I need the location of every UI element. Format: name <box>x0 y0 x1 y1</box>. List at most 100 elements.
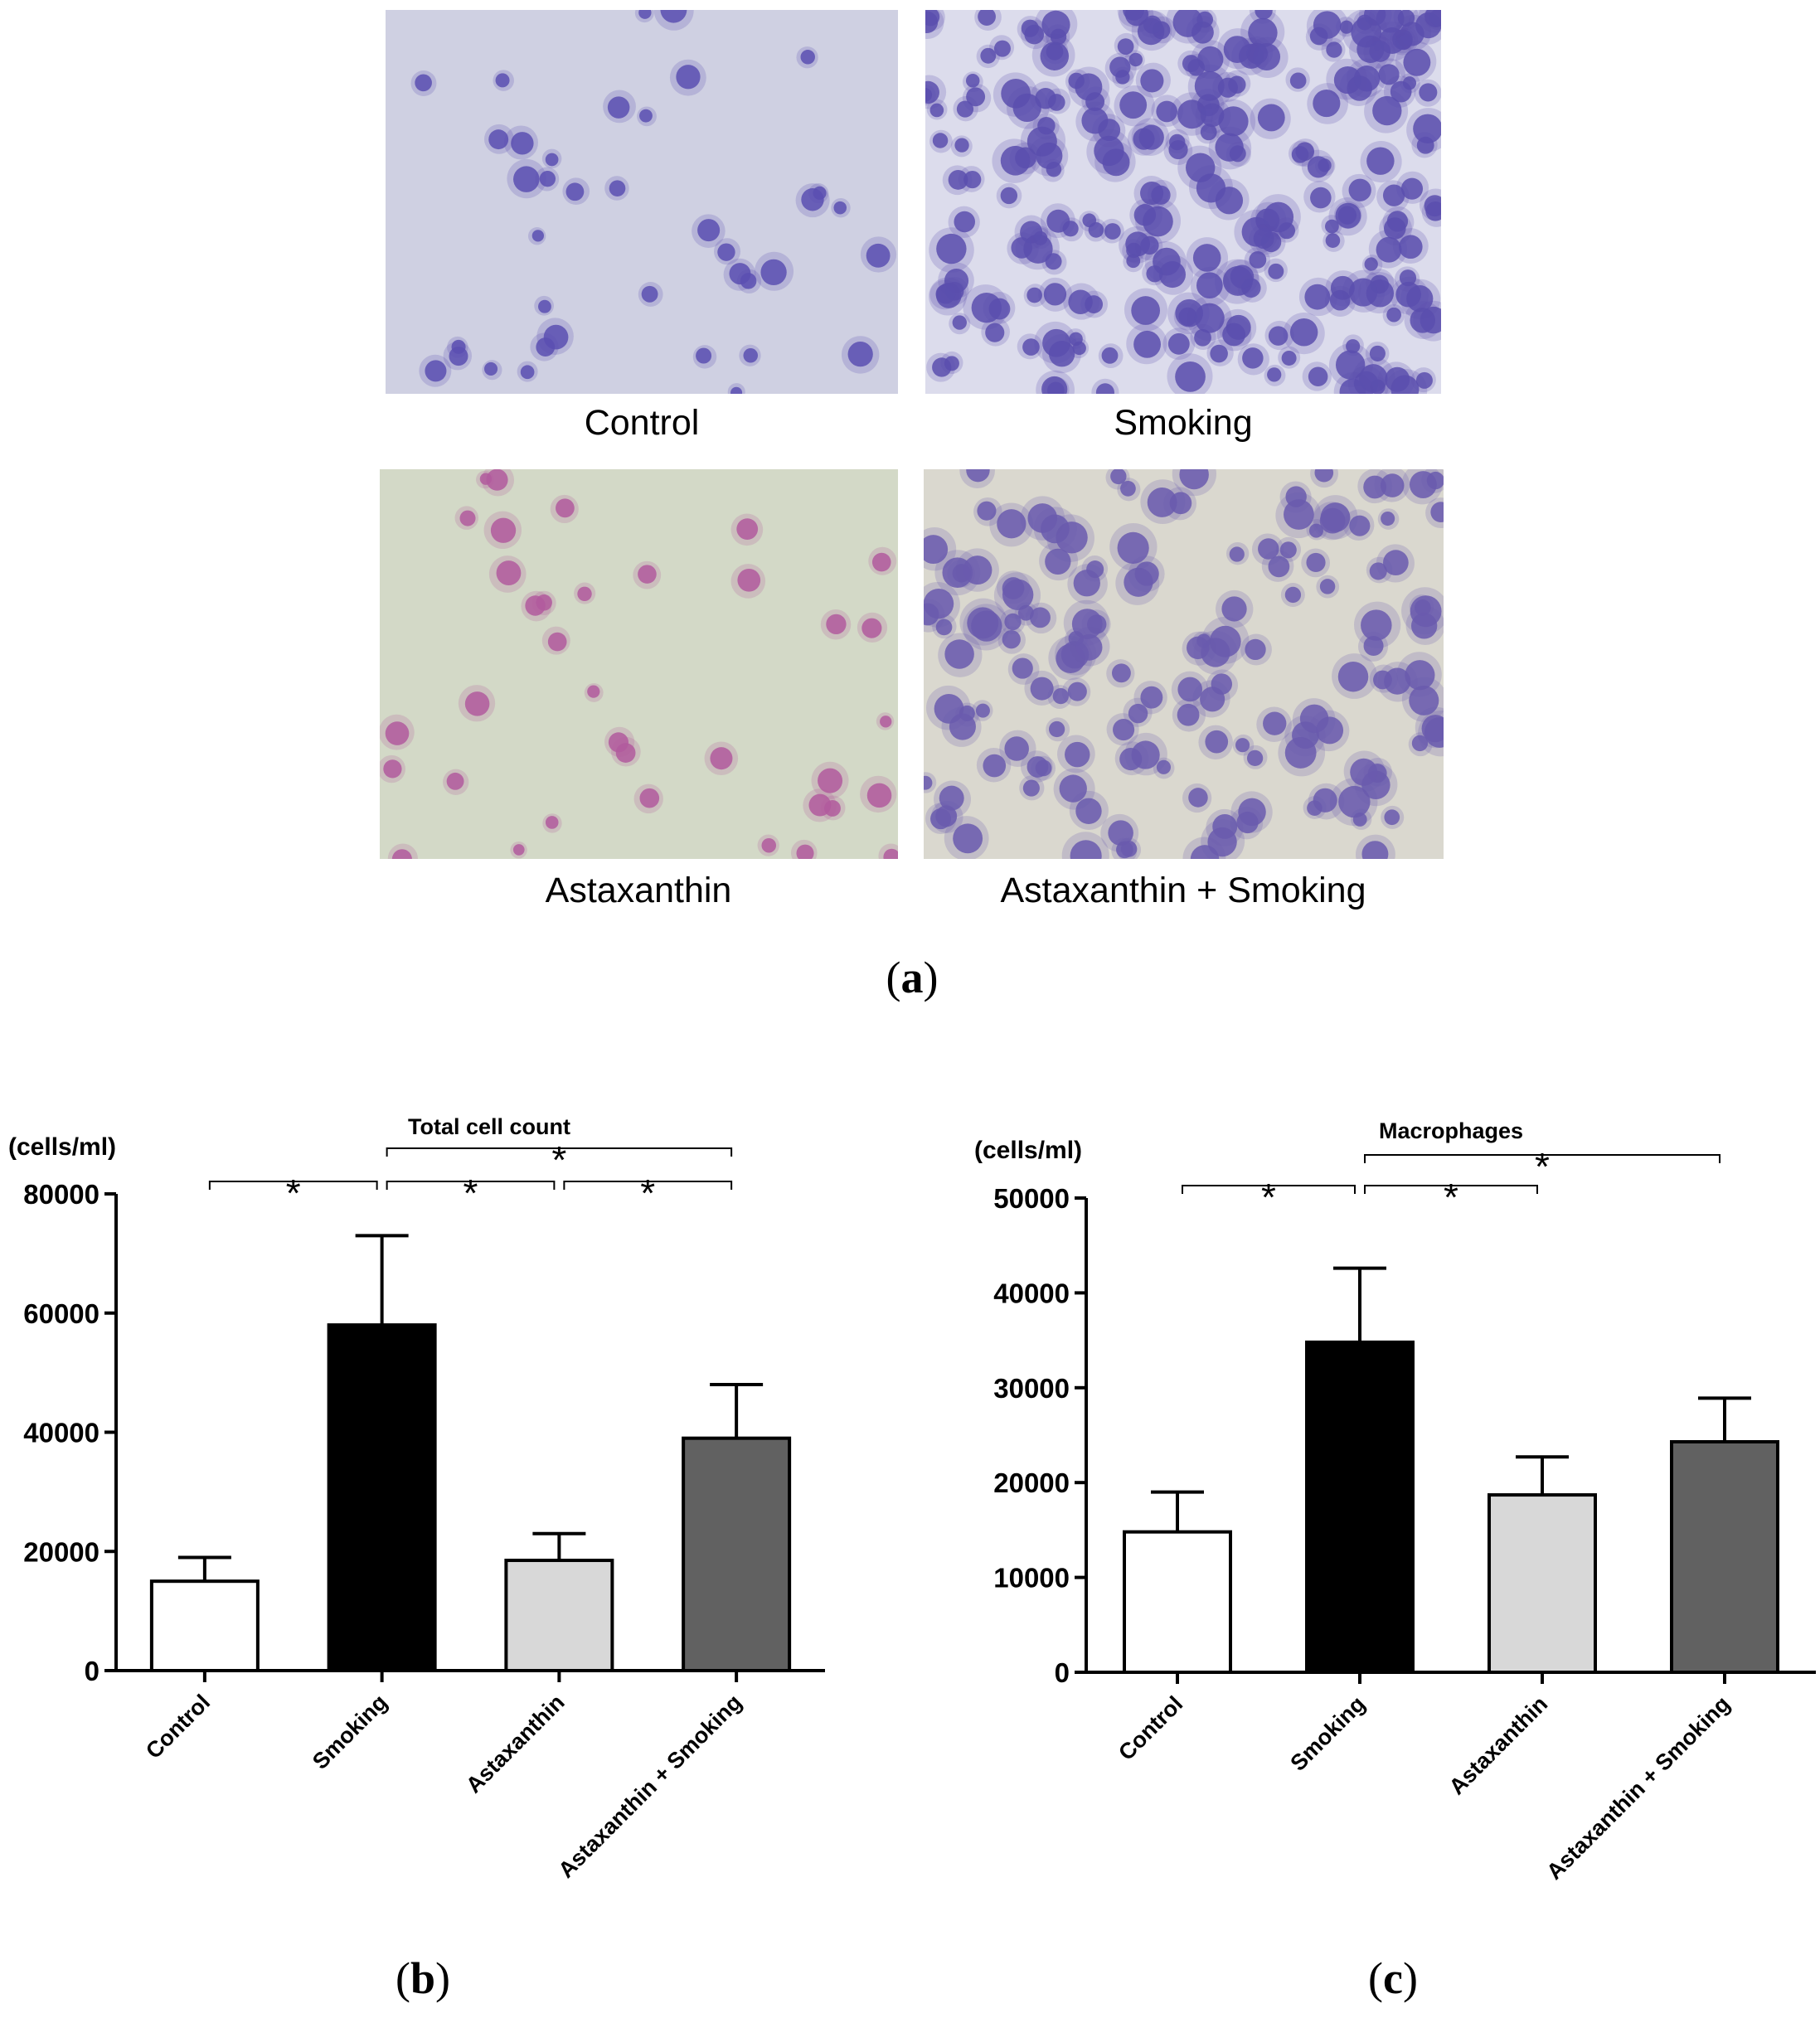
y-tick-label: 0 <box>85 1656 99 1686</box>
stained-cell <box>796 46 818 69</box>
stained-cell <box>860 775 897 813</box>
stained-cell <box>1043 376 1070 394</box>
stained-cell <box>604 726 635 757</box>
stained-cell <box>1028 136 1069 177</box>
stained-cell <box>1192 680 1230 718</box>
significance-bracket <box>386 1147 733 1157</box>
stained-cell <box>714 238 741 265</box>
stained-cell <box>1353 10 1377 35</box>
significance-star: * <box>1535 1145 1550 1188</box>
stained-cell <box>926 99 948 120</box>
stained-cell <box>929 227 974 273</box>
stained-cell <box>857 612 888 643</box>
stained-cell <box>1365 342 1390 366</box>
stained-cell <box>959 598 1007 646</box>
stained-cell <box>1414 79 1441 107</box>
stained-cell <box>692 345 717 369</box>
stained-cell <box>841 336 880 374</box>
stained-cell <box>521 590 552 622</box>
stained-cell <box>1275 536 1302 562</box>
stained-cell <box>1278 346 1301 369</box>
category-label: Astaxanthin + Smoking <box>1541 1691 1735 1885</box>
stained-cell <box>1140 479 1186 525</box>
stained-cell <box>1192 10 1217 33</box>
stained-cell <box>1376 180 1410 213</box>
stained-cell <box>1075 101 1116 142</box>
stained-cell <box>940 351 963 374</box>
stained-cell <box>1147 179 1177 209</box>
stained-cell <box>584 683 604 702</box>
stained-cell <box>1182 631 1216 666</box>
stained-cell <box>1165 129 1190 153</box>
stained-cell <box>1216 589 1254 628</box>
stained-cell <box>938 633 983 677</box>
stained-cell <box>955 548 999 592</box>
stained-cell <box>1333 371 1374 394</box>
stained-cell <box>755 251 794 291</box>
stained-cell <box>1186 237 1229 279</box>
stained-cell <box>1343 750 1386 793</box>
significance-star: * <box>1261 1176 1276 1219</box>
stained-cell <box>1243 745 1268 769</box>
bar <box>149 1579 260 1672</box>
stained-cell <box>527 227 546 245</box>
caption-smoking: Smoking <box>1114 403 1253 443</box>
y-tick-label: 0 <box>1055 1657 1070 1688</box>
stained-cell <box>1307 83 1348 124</box>
stained-cell <box>1240 10 1285 55</box>
stained-cell <box>1357 469 1393 504</box>
stained-cell <box>503 125 539 160</box>
y-tick-label: 30000 <box>993 1373 1070 1404</box>
stained-cell <box>811 761 849 799</box>
category-label: Smoking <box>308 1690 392 1774</box>
stained-cell <box>1255 194 1301 240</box>
stained-cell <box>1301 548 1331 578</box>
stained-cell <box>1106 713 1139 746</box>
stained-cell <box>1099 218 1124 244</box>
stained-cell <box>1401 677 1444 722</box>
stained-cell <box>603 90 636 124</box>
micrograph-control <box>386 10 898 394</box>
stained-cell <box>1201 616 1250 664</box>
stained-cell <box>736 269 762 293</box>
caption-astaxanthin: Astaxanthin <box>545 871 732 910</box>
panel-letter-a: a <box>900 953 924 1002</box>
stained-cell <box>1216 316 1252 352</box>
stained-cell <box>929 279 960 310</box>
stained-cell <box>959 469 995 489</box>
stained-cell <box>454 506 479 530</box>
stained-cell <box>510 842 527 859</box>
significance-star: * <box>640 1172 655 1215</box>
stained-cell <box>1084 218 1108 242</box>
stained-cell <box>1425 497 1444 529</box>
stained-cell <box>542 813 562 833</box>
stained-cell <box>1302 361 1332 391</box>
stained-cell <box>634 10 654 23</box>
stained-cell <box>1135 62 1171 98</box>
stained-cell <box>1249 224 1280 255</box>
significance-star: * <box>463 1172 478 1215</box>
stained-cell <box>924 527 957 571</box>
stained-cell <box>653 10 694 31</box>
y-axis-unit-label: (cells/ml) <box>974 1137 1082 1164</box>
stained-cell <box>604 176 629 201</box>
stained-cell <box>1406 108 1441 153</box>
bar <box>1123 1530 1232 1674</box>
stained-cell <box>1385 369 1428 394</box>
stained-cell <box>757 834 779 856</box>
stained-cell <box>1031 33 1075 77</box>
stained-cell <box>739 344 761 366</box>
stained-cell <box>1114 32 1139 58</box>
stained-cell <box>930 800 963 833</box>
stained-cell <box>983 292 1016 324</box>
stained-cell <box>1023 284 1047 308</box>
stained-cell <box>1046 514 1094 562</box>
stained-cell <box>953 96 978 122</box>
stained-cell <box>1114 85 1155 127</box>
micrograph-field <box>924 469 1444 859</box>
stained-cell <box>517 361 538 382</box>
y-tick-label: 20000 <box>23 1536 99 1567</box>
stained-cell <box>1063 599 1109 646</box>
stained-cell <box>507 158 546 199</box>
significance-bracket <box>1182 1185 1356 1194</box>
